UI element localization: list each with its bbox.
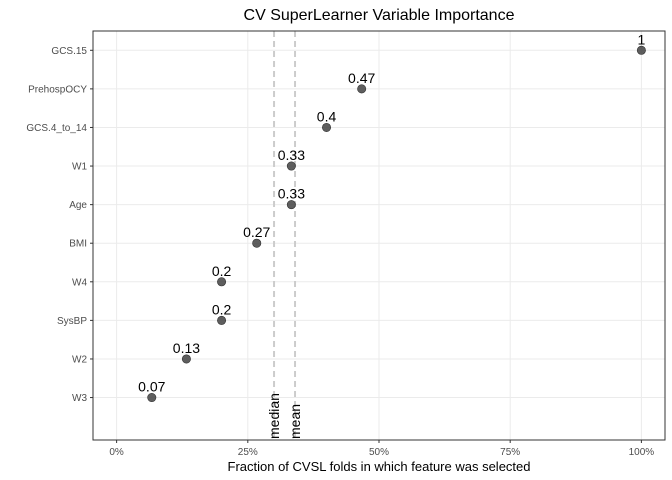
x-tick-label: 100%: [629, 447, 655, 458]
x-axis-ticks: 0% 25% 50% 75% 100%: [109, 440, 654, 458]
data-point-Age: [286, 200, 296, 210]
data-point-GCS.15: [636, 45, 646, 55]
data-point-W4: [217, 277, 227, 287]
chart-title: CV SuperLearner Variable Importance: [244, 7, 515, 24]
data-point-GCS.4_to_14: [322, 122, 332, 132]
data-point-W1: [286, 161, 296, 171]
y-tick-label-W2: W2: [72, 354, 87, 365]
data-point-W3: [147, 393, 157, 403]
x-tick-label: 50%: [369, 447, 389, 458]
y-tick-label-W1: W1: [72, 162, 87, 173]
data-label-W1: 0.33: [278, 147, 305, 163]
data-point-SysBP: [217, 315, 227, 325]
x-tick-label: 25%: [238, 447, 258, 458]
data-label-W3: 0.07: [138, 379, 165, 395]
data-label-GCS.15: 1: [637, 31, 645, 47]
grid-lines: [93, 31, 665, 440]
x-tick-label: 75%: [500, 447, 520, 458]
data-label-W4: 0.2: [212, 263, 232, 279]
data-label-W2: 0.13: [173, 340, 200, 356]
y-tick-label-W3: W3: [72, 393, 87, 404]
y-tick-label-GCS.15: GCS.15: [51, 46, 87, 57]
data-point-BMI: [252, 238, 262, 248]
y-tick-label-SysBP: SysBP: [57, 316, 87, 327]
y-tick-label-GCS.4_to_14: GCS.4_to_14: [26, 123, 87, 134]
y-tick-label-PrehospOCY: PrehospOCY: [28, 84, 87, 95]
data-label-GCS.4_to_14: 0.4: [317, 108, 337, 124]
y-tick-label-BMI: BMI: [69, 239, 87, 250]
data-point-PrehospOCY: [357, 84, 367, 94]
reference-label-median: median: [266, 393, 282, 439]
reference-lines: median mean: [266, 31, 303, 440]
y-axis-ticks: GCS.15 PrehospOCY GCS.4_to_14 W1 Age BMI W4 Sys…: [26, 46, 93, 404]
data-labels: 1 0.47 0.4 0.33 0.33 0.27 0.2 0.2 0.13 0.07: [138, 31, 645, 394]
x-tick-label: 0%: [109, 447, 124, 458]
data-label-SysBP: 0.2: [212, 301, 232, 317]
data-points: [147, 45, 646, 403]
x-axis-title: Fraction of CVSL folds in which feature …: [228, 459, 531, 474]
data-label-PrehospOCY: 0.47: [348, 70, 375, 86]
data-point-W2: [181, 354, 191, 364]
y-tick-label-W4: W4: [72, 277, 87, 288]
data-label-BMI: 0.27: [243, 224, 270, 240]
y-tick-label-Age: Age: [69, 200, 87, 211]
reference-label-mean: mean: [287, 404, 303, 439]
data-label-Age: 0.33: [278, 186, 305, 202]
